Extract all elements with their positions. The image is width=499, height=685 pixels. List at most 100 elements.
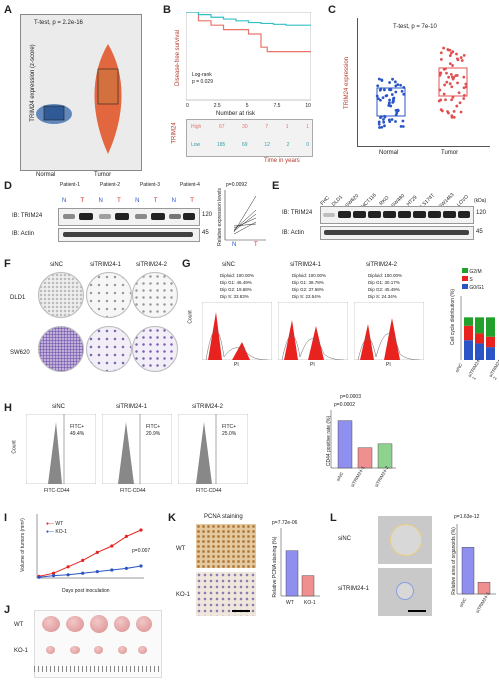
km-low-line (186, 12, 311, 26)
k-cat-ko: KO-1 (304, 600, 316, 606)
l-row-si1: siTRIM24-1 (338, 586, 370, 592)
g-stats: Diploid: 100.00% Dip G1: 38.78% Dip G2: 37… (292, 272, 326, 300)
g-stats: Diploid: 100.00% Dip G1: 30.17% Dip G2: 45… (368, 272, 402, 300)
panel-g-label: G (182, 258, 191, 270)
cat: siNC (458, 597, 468, 608)
l-row-sinc: siNC (338, 536, 351, 542)
normal-dot (394, 120, 397, 123)
normal-dot (392, 100, 395, 103)
tumor-dot (443, 83, 447, 87)
cat: siNC (454, 362, 464, 374)
normal-dot (377, 77, 381, 81)
g-col-name: siTRIM24-1 (290, 262, 322, 268)
risk-val: 1 (285, 124, 289, 130)
panel-b-xlabel: Time in years (264, 158, 300, 164)
normal-dot (400, 89, 404, 93)
g-col-name: siTRIM24-2 (366, 262, 398, 268)
normal-dot (399, 83, 403, 87)
i-series-line (38, 529, 142, 577)
normal-dot (401, 119, 405, 123)
risk-val: 2 (286, 142, 290, 148)
panel-c-ylabel: TRIM24 expression (344, 56, 350, 110)
g-hist-sinc: siNC Diploid: 100.00% Dip G1: 46.49% Dip G… (202, 262, 272, 372)
bar (285, 550, 299, 597)
g-hist-si1: siTRIM24-1 Diploid: 100.00% Dip G1: 38.78… (278, 262, 348, 372)
legend-text: G2/M (469, 269, 482, 275)
h-bar (357, 447, 373, 469)
bar (301, 575, 315, 597)
panel-b-logrank: Log-rank (192, 72, 212, 78)
stack-segment (475, 343, 484, 360)
k-row-wt: WT (176, 546, 186, 552)
g-stats: Diploid: 100.00% Dip G1: 46.49% Dip G2: 19… (220, 272, 254, 300)
legend-text: KO-1 (55, 529, 68, 535)
normal-dot (383, 114, 386, 118)
k-row-ko: KO-1 (176, 592, 191, 598)
tumor-dot (460, 59, 464, 62)
normal-dot (395, 111, 399, 115)
normal-dot (387, 101, 391, 105)
h-fitc: FITC+ (70, 424, 85, 430)
e-ib-trim24: IB: TRIM24 (282, 210, 313, 216)
l-cats: siNC siTRIM24-1 (456, 591, 496, 614)
normal-dot (382, 118, 385, 121)
k-bar-svg (280, 528, 320, 597)
g-xlabel: PI (234, 362, 239, 368)
normal-dot (396, 108, 400, 112)
risk-name: High (191, 124, 202, 130)
normal-dot (390, 93, 394, 96)
k-ihc-wt (196, 524, 256, 568)
stack-segment (464, 340, 473, 360)
i-point (81, 558, 85, 562)
l-bar-svg (456, 524, 496, 595)
normal-dot (376, 97, 380, 101)
h-ylabel: Count (11, 440, 18, 454)
patient-label: Patient-2 (99, 182, 120, 188)
h-p2: p=0.0003 (340, 394, 361, 400)
stack-segment (464, 325, 473, 341)
tumor-dot (452, 110, 456, 113)
h-bar-svg (330, 410, 396, 469)
j-ruler (34, 666, 160, 672)
risk-val: 69 (242, 142, 248, 148)
tumor-dot (438, 73, 442, 77)
d-kda-120: 120 (202, 212, 213, 218)
h-p1: p=0.0002 (334, 402, 355, 408)
panel-b: Disease-free survival Log-rank p = 0.029… (168, 10, 318, 178)
h-hist-si2: siTRIM24-2 FITC+ 25.0% FITC-CD44 (178, 404, 248, 499)
panel-g: Count siNC Diploid: 100.00% Dip G1: 46.49… (188, 262, 499, 392)
tumor-box (97, 68, 119, 105)
plate-dld1-sinc (38, 272, 84, 318)
h-hist-svg (178, 414, 248, 484)
panel-c-svg (375, 46, 468, 129)
panel-d-label: D (4, 180, 12, 192)
g-stacked-bars (460, 296, 495, 360)
tumor-dot (464, 85, 468, 89)
panel-d: Patient-1 Patient-2 Patient-3 Patient-4 N T N… (10, 182, 250, 252)
nt: N (62, 198, 67, 204)
stack-segment (464, 317, 473, 326)
nt: N (135, 198, 140, 204)
i-line-svg (36, 514, 144, 579)
patient-label: Patient-4 (179, 182, 200, 188)
risk-row-low: Low 185 69 12 2 0 (191, 142, 309, 148)
tumor-dot (455, 104, 459, 108)
j-row-ko: KO-1 (14, 648, 29, 654)
i-point (81, 571, 85, 575)
panel-k-label: K (168, 512, 176, 524)
tumor-dot (448, 82, 452, 86)
d-p: p=0.0092 (226, 182, 247, 188)
legend-g0g1: G0/G1 (462, 284, 484, 292)
normal-dot (402, 86, 406, 89)
panel-f-label: F (4, 258, 11, 270)
normal-box (376, 87, 406, 117)
normal-dot (377, 120, 381, 124)
g-stat-line: Dip S: 24.34% (368, 294, 397, 299)
tumor-dot (464, 82, 468, 86)
tumor-dot (442, 92, 446, 96)
risk-val: 7 (265, 124, 269, 130)
normal-dot (381, 96, 385, 100)
nt: T (80, 198, 85, 204)
tumor-dot (455, 52, 458, 56)
